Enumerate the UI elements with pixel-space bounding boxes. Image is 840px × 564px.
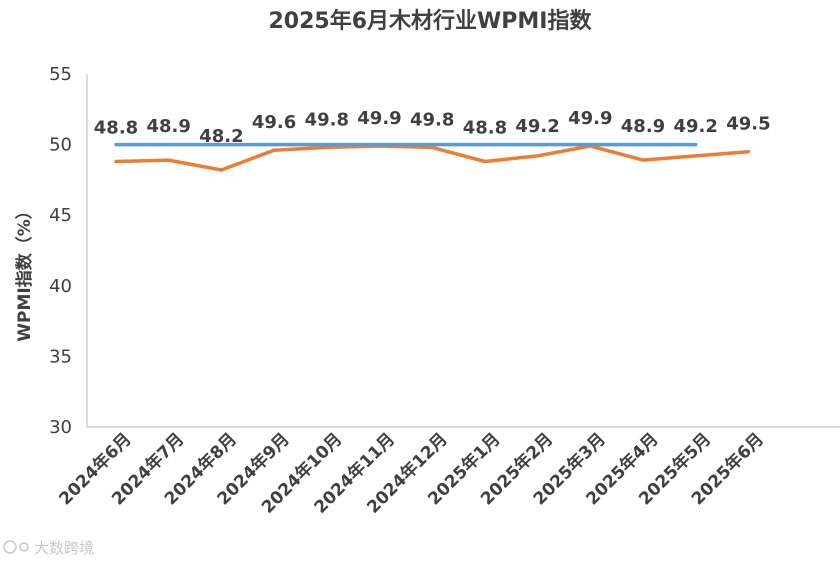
data-label: 49.9 [357,108,401,129]
data-label: 49.2 [515,116,559,137]
y-tick-label: 50 [49,135,72,156]
data-label: 48.9 [146,116,190,137]
data-point [430,145,434,149]
series-lines [114,142,751,172]
data-point [483,143,487,147]
data-point [378,143,381,147]
data-point [536,154,540,158]
data-label: 48.9 [621,116,665,137]
data-point [588,143,592,147]
series-line-0 [114,144,751,172]
x-tick-labels: 2024年6月2024年7月2024年8月2024年9月2024年10月2024… [55,429,768,518]
data-label: 49.2 [673,116,717,137]
data-labels: 48.8 48.9 48.2 49.6 49.8 49.9 49.8 48.8 49.2 49.9… [94,108,771,147]
data-label: 49.8 [410,109,454,130]
y-tick-label: 30 [49,417,72,438]
data-point [114,160,118,164]
watermark-text: 大数跨境 [34,539,94,557]
data-point [114,143,118,147]
y-tick-label: 35 [49,346,72,367]
data-point [641,143,645,147]
data-point [483,160,487,164]
data-point [430,143,434,147]
data-label: 48.2 [199,126,243,147]
y-tick-label: 40 [49,276,72,297]
y-axis-label: WPMI指数（%） [14,202,35,342]
data-point [641,158,645,162]
data-point [272,143,276,147]
y-tick-label: 55 [49,64,72,85]
data-label: 49.6 [252,112,296,133]
data-point [219,143,223,147]
data-point [746,150,750,154]
data-label: 48.8 [94,118,138,139]
data-point [167,143,171,147]
data-point [272,148,276,152]
data-point [536,143,540,147]
data-point [694,154,698,158]
data-point [325,143,329,147]
watermark: 大数跨境 [3,539,94,557]
data-label: 48.8 [463,118,507,139]
data-point [219,168,223,172]
data-point [325,145,329,149]
brand-logo-icon [3,540,17,554]
data-label: 49.8 [305,109,349,130]
data-label: 49.9 [568,108,612,129]
data-point [167,158,171,162]
chart-title: 2025年6月木材行业WPMI指数 [268,8,592,34]
data-label: 49.5 [726,114,770,135]
y-tick-label: 45 [49,205,72,226]
brand-logo-icon-dot [19,542,29,552]
data-point [694,143,698,147]
y-tick-labels: 30 35 40 45 50 55 [49,64,72,438]
